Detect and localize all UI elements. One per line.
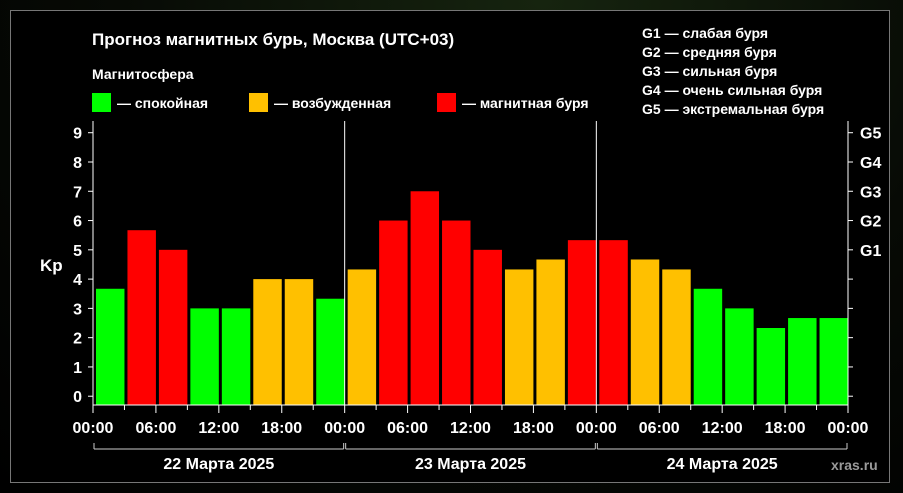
- legend-active: — возбужденная: [249, 93, 391, 112]
- y-axis-label: Kp: [40, 256, 63, 275]
- kp-bar: [410, 191, 440, 405]
- legend-heading: Магнитосфера: [92, 66, 194, 82]
- y-tick-label: 5: [73, 243, 82, 260]
- kp-bar: [158, 249, 188, 405]
- chart-title: Прогноз магнитных бурь, Москва (UTC+03): [92, 30, 455, 49]
- kp-bar: [127, 230, 156, 405]
- kp-bar: [567, 240, 597, 405]
- storm-level-g5: G5 — экстремальная буря: [642, 101, 825, 117]
- legend-quiet: — спокойная: [92, 93, 208, 112]
- kp-bar: [536, 259, 565, 405]
- y-tick-label: 8: [73, 155, 82, 172]
- storm-level-tick-label: G1: [860, 243, 881, 260]
- kp-bar: [819, 318, 848, 405]
- kp-bar: [599, 240, 628, 405]
- kp-bar: [662, 269, 691, 405]
- storm-level-g2: G2 — средняя буря: [642, 44, 777, 60]
- y-tick-label: 2: [73, 331, 82, 348]
- kp-bar: [788, 318, 817, 405]
- kp-bar: [693, 288, 723, 405]
- x-tick-label: 00:00: [828, 420, 869, 437]
- storm-level-list: G1 — слабая буря G2 — средняя буря G3 — …: [642, 24, 824, 119]
- storm-level-tick-label: G3: [860, 184, 881, 201]
- kp-bar: [347, 269, 377, 405]
- x-tick-label: 00:00: [73, 420, 114, 437]
- y-tick-label: 6: [73, 214, 82, 231]
- kp-bar: [284, 279, 314, 405]
- storm-level-tick-label: G4: [860, 155, 881, 172]
- x-tick-label: 12:00: [702, 420, 743, 437]
- kp-bar: [504, 269, 534, 405]
- legend-active-label: — возбужденная: [274, 94, 392, 111]
- storm-level-tick-label: G2: [860, 214, 881, 231]
- kp-bar: [316, 298, 345, 405]
- legend-quiet-swatch: [92, 93, 111, 112]
- kp-bar: [473, 249, 502, 405]
- y-tick-label: 7: [73, 184, 82, 201]
- x-tick-label: 00:00: [576, 420, 617, 437]
- storm-level-g1: G1 — слабая буря: [642, 25, 769, 41]
- x-tick-label: 12:00: [450, 420, 491, 437]
- legend-storm-swatch: [437, 93, 456, 112]
- legend-storm: — магнитная буря: [437, 93, 589, 112]
- storm-level-g4: G4 — очень сильная буря: [642, 82, 823, 98]
- kp-bar: [756, 327, 786, 405]
- storm-level-tick-label: G5: [860, 126, 881, 143]
- x-tick-label: 18:00: [261, 420, 302, 437]
- x-tick-label: 06:00: [135, 420, 176, 437]
- kp-bar: [630, 259, 660, 405]
- kp-bar: [190, 308, 219, 405]
- storm-level-g3: G3 — сильная буря: [642, 63, 778, 79]
- x-tick-label: 18:00: [765, 420, 806, 437]
- y-tick-label: 9: [73, 126, 82, 143]
- site-watermark: xras.ru: [831, 457, 878, 473]
- legend-quiet-label: — спокойная: [117, 94, 209, 111]
- y-tick-label: 1: [73, 360, 82, 377]
- day-label: 23 Марта 2025: [415, 456, 526, 473]
- day-label: 22 Марта 2025: [163, 456, 274, 473]
- y-tick-label: 4: [73, 272, 82, 289]
- kp-bar: [96, 288, 125, 405]
- legend-storm-label: — магнитная буря: [462, 94, 589, 111]
- kp-bar: [221, 308, 251, 405]
- kp-bar: [379, 220, 408, 405]
- x-tick-label: 12:00: [198, 420, 239, 437]
- legend-active-swatch: [249, 93, 268, 112]
- kp-bar: [725, 308, 754, 405]
- kp-bar: [442, 220, 471, 405]
- x-tick-label: 00:00: [324, 420, 365, 437]
- x-tick-label: 18:00: [513, 420, 554, 437]
- day-label: 24 Марта 2025: [667, 456, 778, 473]
- y-tick-label: 3: [73, 301, 82, 318]
- y-tick-label: 0: [73, 389, 82, 406]
- kp-bar: [253, 279, 282, 405]
- x-tick-label: 06:00: [387, 420, 428, 437]
- x-tick-label: 06:00: [639, 420, 680, 437]
